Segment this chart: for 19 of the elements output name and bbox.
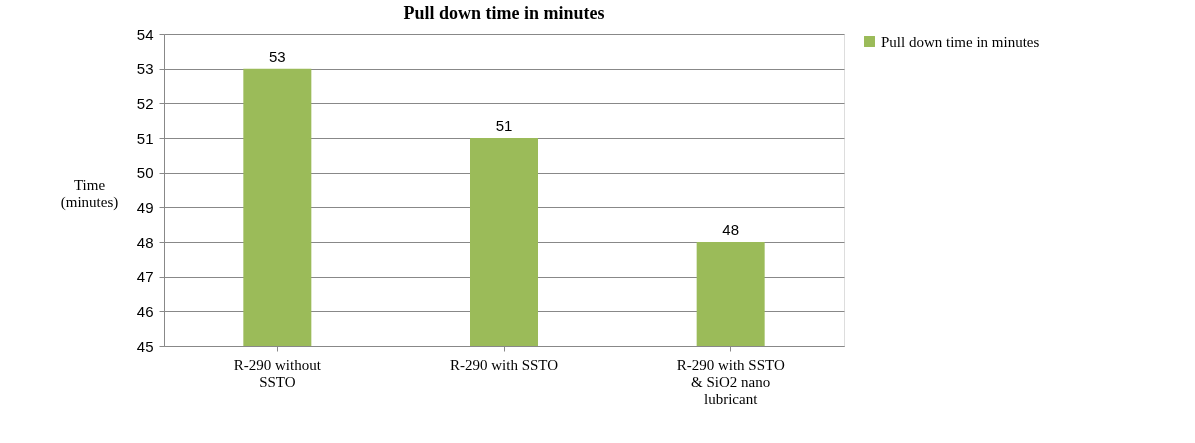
y-tick-label: 48: [136, 233, 154, 251]
y-tick-label: 49: [136, 198, 154, 216]
chart-title: Pull down time in minutes: [403, 3, 605, 23]
y-tick-label: 50: [136, 164, 154, 182]
y-tick-label: 45: [136, 337, 154, 355]
y-tick-label: 47: [136, 268, 154, 286]
y-axis-title: Time (minutes): [60, 176, 119, 211]
x-tick-label: R-290 with SSTO: [449, 356, 559, 373]
y-tick-label: 52: [136, 94, 154, 112]
x-tick-label: R-290 with SSTO & SiO2 nano lubricant: [676, 356, 785, 407]
data-label: 48: [722, 221, 740, 238]
y-tick-label: 54: [136, 25, 154, 43]
y-tick-label: 46: [136, 302, 154, 320]
y-tick-label: 53: [136, 60, 154, 78]
data-label: 53: [268, 47, 286, 65]
data-label: 51: [495, 117, 513, 134]
legend-label: Pull down time in minutes: [881, 33, 1040, 50]
x-tick-label: R-290 without SSTO: [233, 356, 322, 390]
y-tick-label: 51: [136, 129, 154, 147]
